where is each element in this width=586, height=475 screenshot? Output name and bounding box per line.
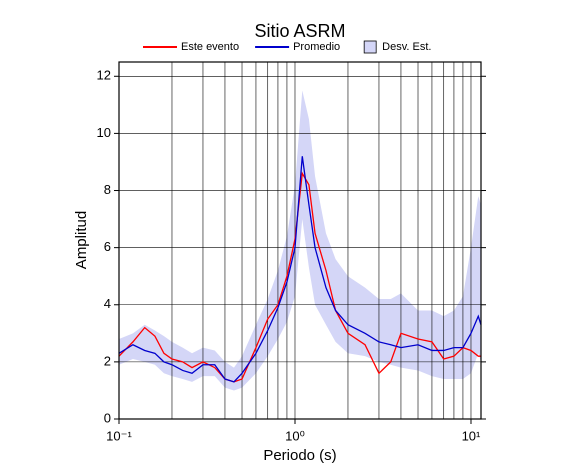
y-tick-label: 2 [104, 353, 111, 368]
x-tick-label: 10¹ [462, 428, 481, 443]
legend-swatch [363, 40, 377, 54]
plot-frame [118, 61, 482, 420]
x-tick-label: 10⁻¹ [106, 428, 132, 443]
y-tick-label: 0 [104, 410, 111, 425]
x-axis-label: Periodo (s) [263, 447, 336, 464]
legend-label: Desv. Est. [382, 41, 431, 53]
x-tick-label: 10⁰ [285, 428, 305, 443]
y-axis-label: Amplitud [73, 211, 90, 269]
legend-label: Este evento [181, 41, 239, 53]
y-tick-label: 10 [97, 125, 111, 140]
chart-title: Sitio ASRM [254, 21, 345, 41]
y-tick-label: 6 [104, 239, 111, 254]
y-tick-label: 4 [104, 296, 111, 311]
std-band [119, 90, 481, 391]
legend-label: Promedio [293, 41, 340, 53]
y-tick-label: 12 [97, 68, 111, 83]
series-line [118, 156, 482, 383]
y-tick-label: 8 [104, 182, 111, 197]
